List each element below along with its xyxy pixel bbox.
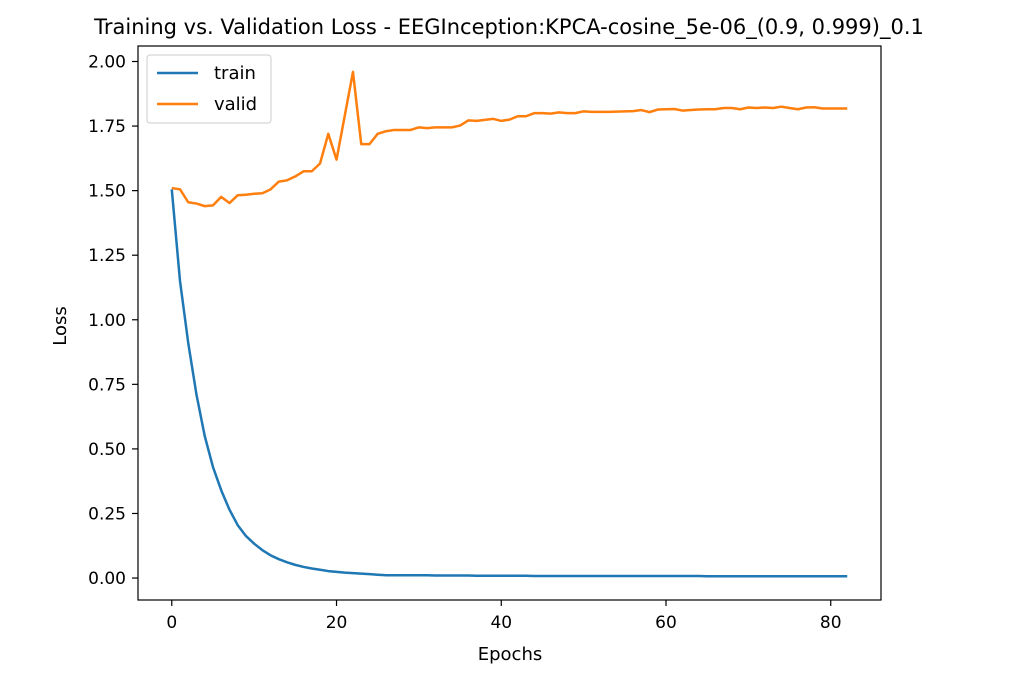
x-tick-label: 0 [166,613,177,633]
y-tick-label: 1.25 [88,246,126,266]
x-axis-ticks: 0 20 40 60 80 [166,600,842,633]
y-tick-label: 1.50 [88,182,126,202]
y-tick-label: 1.75 [88,117,126,137]
y-axis-ticks: 0.00 0.25 0.50 0.75 1.00 1.25 1.50 1.75 2.00 [88,52,138,589]
chart-title: Training vs. Validation Loss - EEGIncept… [93,15,924,40]
x-tick-label: 80 [820,613,842,633]
y-tick-label: 0.25 [88,504,126,524]
y-tick-label: 0.00 [88,569,126,589]
legend-label-train: train [214,63,256,84]
legend: train valid [146,54,272,124]
x-tick-label: 40 [490,613,512,633]
legend-label-valid: valid [214,94,257,115]
y-tick-label: 0.75 [88,375,126,395]
y-tick-label: 2.00 [88,52,126,72]
plot-lines [170,70,848,578]
x-tick-label: 20 [326,613,348,633]
y-tick-label: 0.50 [88,440,126,460]
plot-frame [137,45,882,601]
series-line-valid [171,70,848,208]
series-line-train [170,189,848,578]
x-tick-label: 60 [655,613,677,633]
y-axis-label: Loss [50,306,71,345]
x-axis-label: Epochs [478,644,543,665]
y-tick-label: 1.00 [88,311,126,331]
